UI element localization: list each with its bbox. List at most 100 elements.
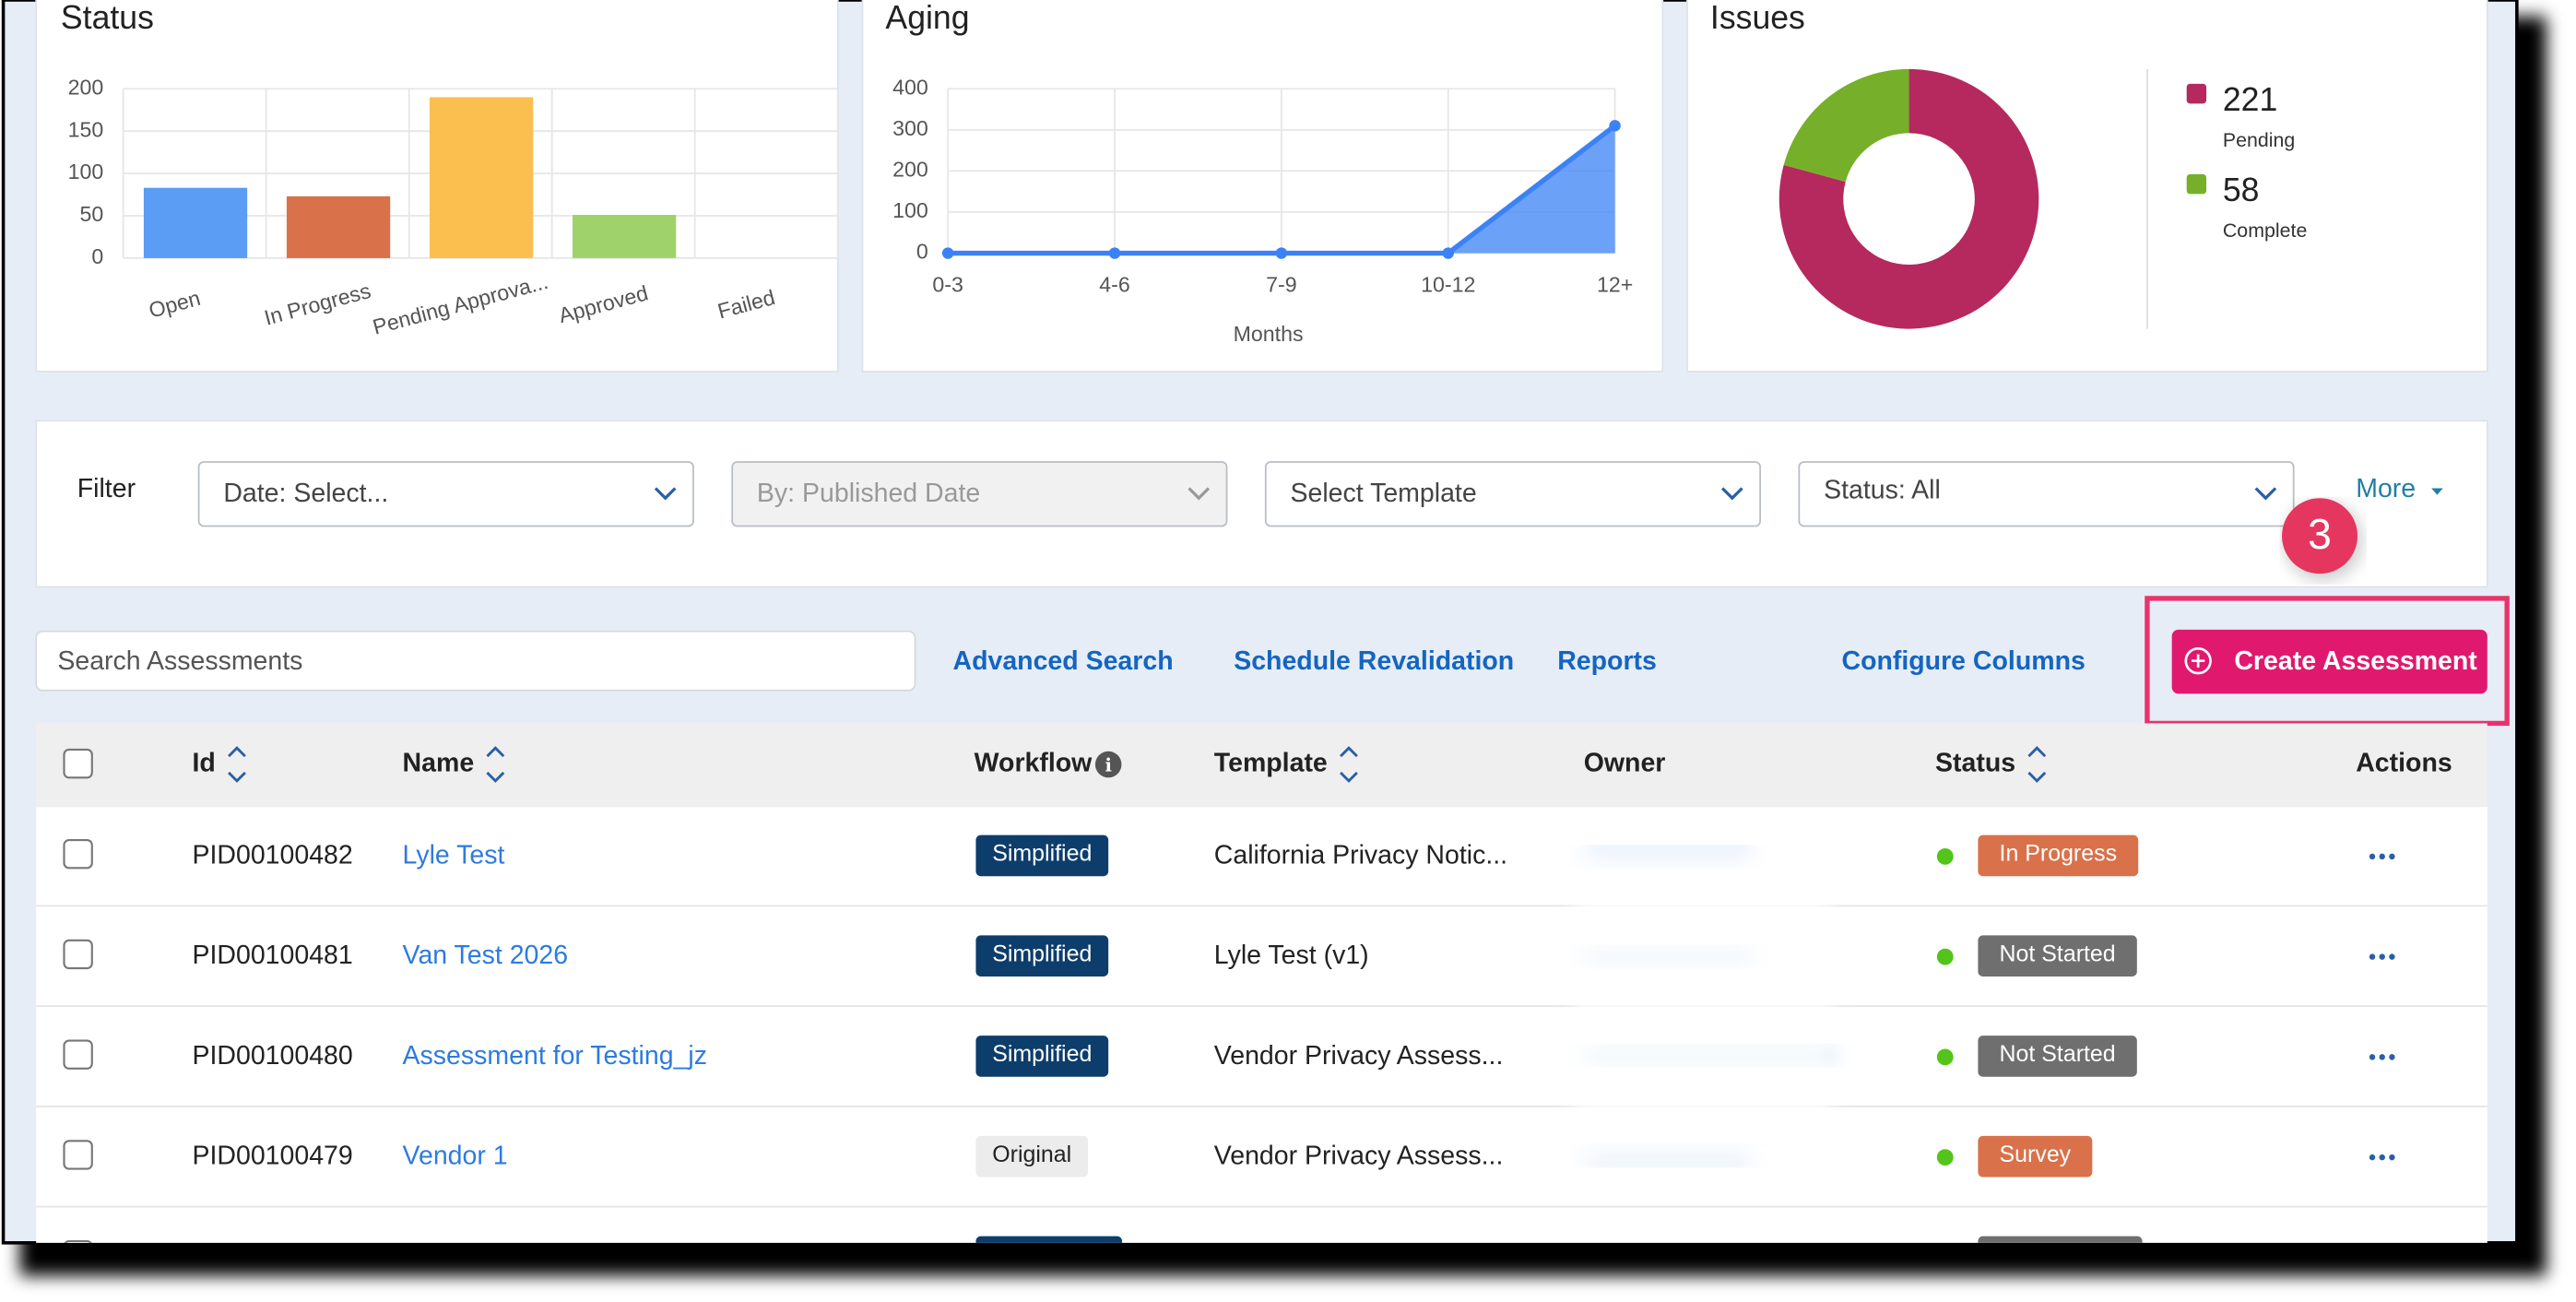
actions-dot[interactable] bbox=[2389, 953, 2395, 960]
legend-swatch bbox=[2186, 83, 2207, 104]
row-name[interactable]: Van Test 2026 bbox=[403, 941, 569, 970]
chart-title: Issues bbox=[1710, 0, 1805, 36]
status-dot bbox=[1936, 847, 1954, 865]
column-header: Actions bbox=[2356, 749, 2452, 778]
checkbox[interactable] bbox=[63, 748, 93, 779]
status-badge bbox=[1978, 1236, 2143, 1243]
point bbox=[1275, 247, 1288, 259]
x-tick-label: 0-3 bbox=[932, 272, 963, 296]
row-id: PID00100479 bbox=[192, 1142, 352, 1171]
checkbox[interactable] bbox=[63, 939, 93, 970]
search-placeholder: Search Assessments bbox=[57, 646, 302, 676]
row-name[interactable]: Vendor 1 bbox=[403, 1142, 508, 1171]
toolbar-link[interactable]: Configure Columns bbox=[1841, 646, 2085, 676]
search-box[interactable] bbox=[35, 630, 916, 692]
sort-icon[interactable] bbox=[2027, 746, 2047, 783]
info-icon bbox=[1094, 751, 1122, 778]
column-header: Workflow bbox=[975, 749, 1093, 778]
workflow-text: Simplified bbox=[992, 1041, 1092, 1067]
row-template: Vendor Privacy Assess... bbox=[1214, 1041, 1504, 1071]
select[interactable]: Date: Select... bbox=[197, 461, 694, 527]
actions-dot[interactable] bbox=[2379, 853, 2385, 860]
toolbar-link[interactable]: Reports bbox=[1557, 646, 1657, 676]
x-axis-label: Months bbox=[1234, 322, 1304, 346]
toolbar-link[interactable]: Schedule Revalidation bbox=[1234, 646, 1514, 676]
workflow-text: Simplified bbox=[992, 941, 1092, 966]
button-bg[interactable] bbox=[2171, 629, 2487, 694]
toolbar-link[interactable]: Advanced Search bbox=[952, 646, 1173, 676]
x-tick-label: 7-9 bbox=[1266, 272, 1296, 296]
y-tick-label: 0 bbox=[91, 244, 103, 268]
row-template: California Privacy Notic... bbox=[1214, 840, 1507, 870]
y-tick-label: 50 bbox=[80, 202, 104, 226]
legend-label: Complete bbox=[2223, 219, 2307, 242]
column-header: Id bbox=[192, 749, 215, 778]
y-tick-label: 100 bbox=[892, 198, 928, 222]
select: By: Published Date bbox=[731, 461, 1228, 527]
row-id: PID00100482 bbox=[192, 840, 352, 870]
actions-dot[interactable] bbox=[2369, 1154, 2376, 1161]
actions-dot[interactable] bbox=[2379, 953, 2385, 960]
workflow-text: Original bbox=[992, 1142, 1071, 1167]
bar bbox=[429, 97, 534, 258]
sort-icon[interactable] bbox=[486, 746, 505, 783]
select[interactable]: Select Template bbox=[1264, 461, 1762, 527]
plus-icon bbox=[2184, 646, 2212, 675]
actions-dot[interactable] bbox=[2389, 1154, 2395, 1161]
actions-dot[interactable] bbox=[2389, 853, 2395, 860]
sort-icon[interactable] bbox=[228, 746, 246, 783]
row-id: PID00100480 bbox=[192, 1041, 352, 1071]
actions-dot[interactable] bbox=[2379, 1154, 2385, 1161]
y-tick-label: 400 bbox=[892, 75, 928, 99]
more-link[interactable]: More bbox=[2356, 474, 2416, 503]
donut-slice bbox=[1778, 68, 2039, 329]
select-text: By: Published Date bbox=[757, 479, 980, 508]
status-text: Not Started bbox=[2000, 941, 2116, 966]
create-button[interactable]: Create Assessment bbox=[2171, 629, 2487, 694]
chevron bbox=[654, 487, 677, 501]
actions-dot[interactable] bbox=[2389, 1054, 2395, 1060]
row-template: Vendor Privacy Assess... bbox=[1214, 1142, 1504, 1171]
callout bbox=[2282, 498, 2358, 574]
select-box[interactable] bbox=[1264, 461, 1762, 527]
actions-dot[interactable] bbox=[2369, 1054, 2376, 1060]
checkbox[interactable] bbox=[63, 1140, 93, 1170]
status-dot bbox=[1936, 948, 1954, 965]
row-name[interactable]: Assessment for Testing_jz bbox=[403, 1041, 707, 1071]
table-header bbox=[36, 723, 2487, 808]
sort-icon[interactable] bbox=[1340, 746, 1358, 783]
column-header: Owner bbox=[1584, 749, 1666, 778]
point bbox=[1609, 120, 1621, 132]
select-box[interactable] bbox=[197, 461, 694, 527]
checkbox[interactable] bbox=[63, 1039, 93, 1070]
select[interactable]: Status: All bbox=[1798, 461, 2295, 527]
actions-dot[interactable] bbox=[2369, 853, 2376, 860]
select-box[interactable] bbox=[1798, 461, 2295, 527]
workflow-badge bbox=[975, 935, 1109, 976]
checkbox[interactable] bbox=[64, 1239, 92, 1269]
workflow-badge bbox=[975, 834, 1109, 877]
status-badge bbox=[1978, 935, 2137, 976]
workflow-badge bbox=[975, 1135, 1088, 1178]
row-name[interactable]: Lyle Test bbox=[403, 840, 505, 870]
status-dot bbox=[1936, 1149, 1954, 1166]
select-text: Date: Select... bbox=[223, 479, 388, 508]
actions-dot[interactable] bbox=[2379, 1054, 2385, 1060]
workflow-badge bbox=[975, 1036, 1109, 1077]
workflow-badge bbox=[975, 1236, 1123, 1243]
x-tick-label: 10-12 bbox=[1421, 272, 1475, 296]
column-header: Template bbox=[1214, 749, 1328, 778]
point bbox=[1108, 247, 1121, 259]
status-text: In Progress bbox=[2000, 841, 2117, 867]
x-tick-label: 12+ bbox=[1597, 272, 1633, 296]
chevron bbox=[2254, 487, 2277, 501]
aging-card bbox=[861, 0, 1664, 373]
legend-value: 58 bbox=[2223, 172, 2260, 208]
checkbox[interactable] bbox=[63, 838, 93, 870]
callout-number: 3 bbox=[2308, 510, 2332, 558]
actions-dot[interactable] bbox=[2369, 953, 2376, 960]
filter-label: Filter bbox=[77, 474, 136, 503]
chart-title: Aging bbox=[885, 0, 969, 36]
